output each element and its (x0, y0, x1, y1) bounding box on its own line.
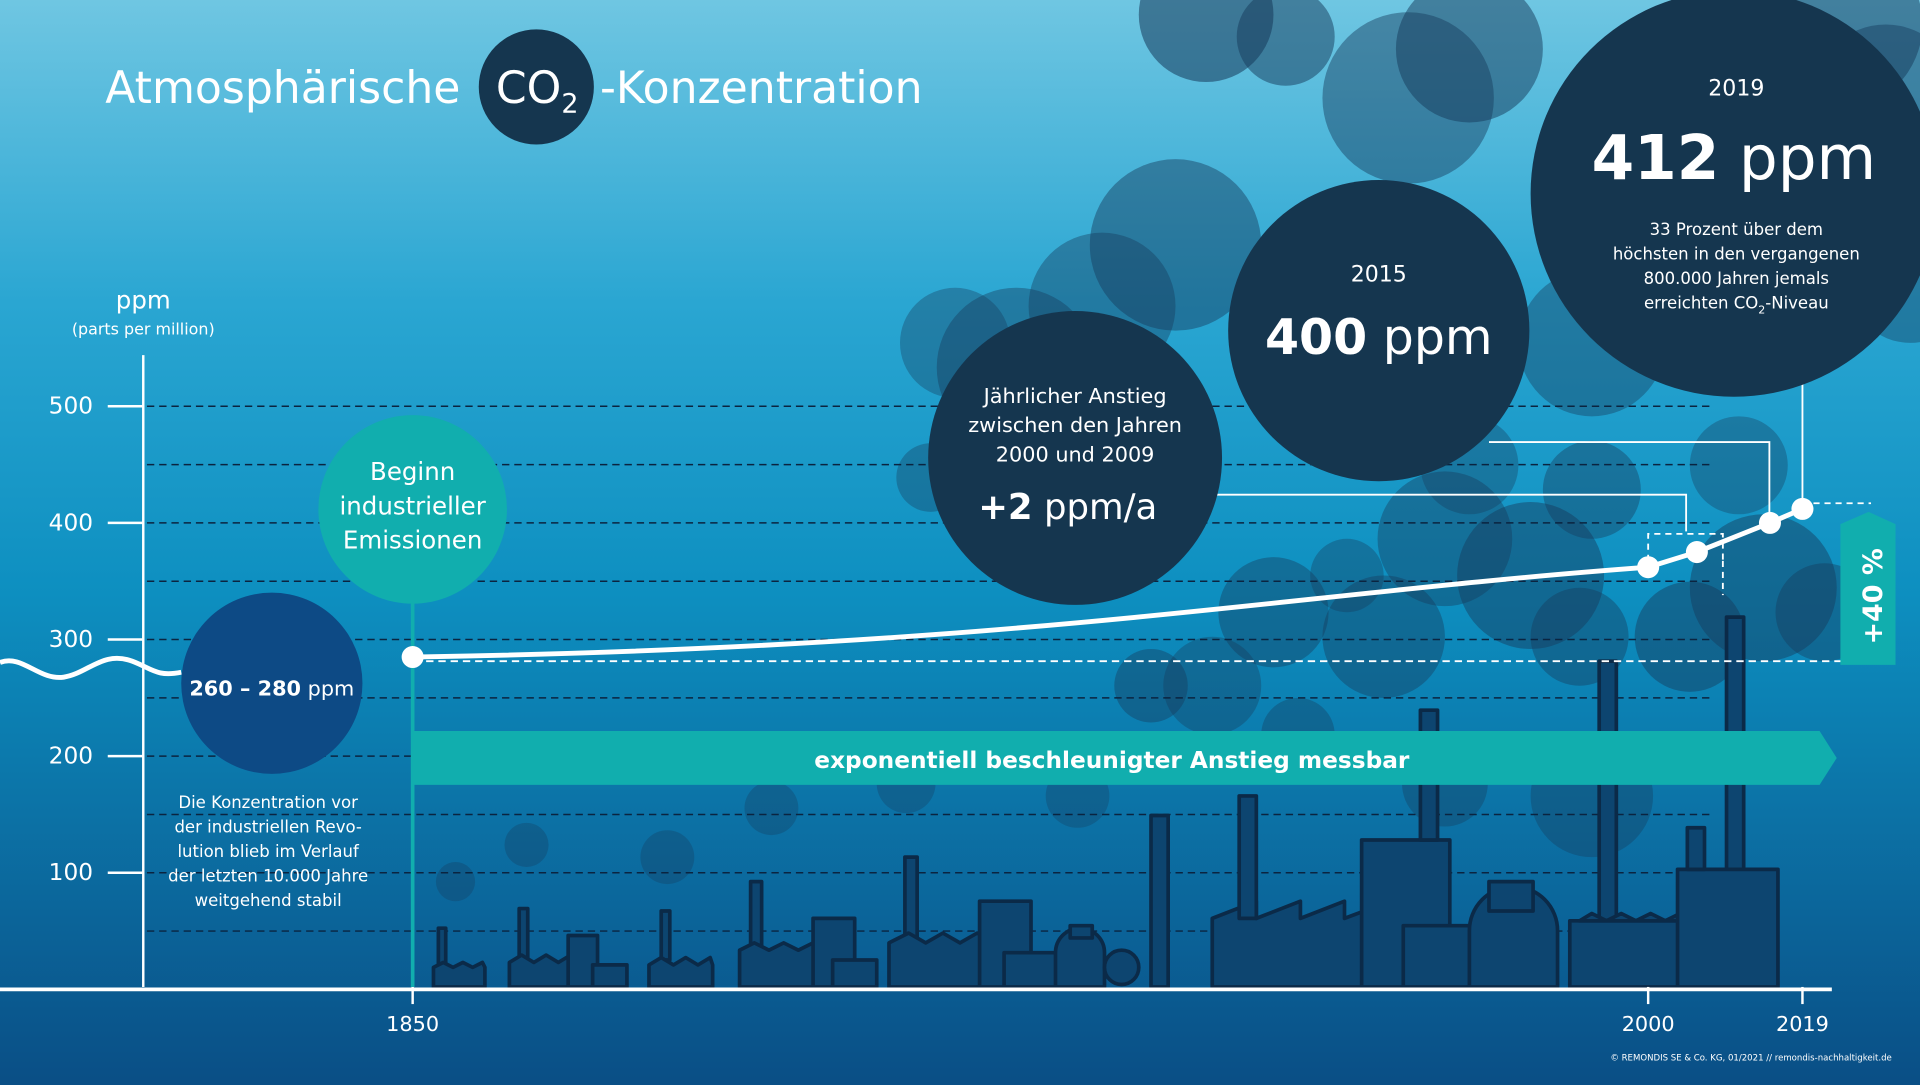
title-text-after: -Konzentration (600, 63, 923, 114)
smoke-cloud (1310, 538, 1384, 613)
copyright-footer: © REMONDIS SE & Co. KG, 01/2021 // remon… (1610, 1053, 1892, 1063)
smoke-cloud (504, 822, 549, 867)
percent-badge-label: +40 % (1858, 548, 1889, 644)
bubble-2015-year: 2015 (1351, 263, 1407, 288)
x-tick-label: 2000 (1622, 1012, 1675, 1036)
percent-badge (1840, 511, 1896, 665)
factory-silhouette (431, 615, 1780, 989)
smoke-cloud (1634, 581, 1745, 692)
svg-text:Jährlicher Anstieg: Jährlicher Anstieg (982, 384, 1167, 408)
y-tick-label: 400 (49, 509, 93, 536)
bubble-2015 (1228, 180, 1530, 482)
svg-text:erreichten CO2-Niveau: erreichten CO2-Niveau (1644, 294, 1829, 317)
smoke-cloud (1236, 0, 1335, 86)
pre-industrial-note: Die Konzentration vor der industriellen … (168, 793, 368, 910)
svg-text:Beginn: Beginn (370, 457, 455, 486)
smoke-cloud (744, 781, 799, 836)
pre-industrial-wave (0, 655, 182, 680)
co2-series (401, 497, 1814, 669)
svg-text:weitgehend stabil: weitgehend stabil (195, 891, 342, 910)
title-text-before: Atmosphärische (105, 63, 460, 114)
industrial-start-bubble (318, 415, 507, 604)
pre-industrial-value: 260 – 280 ppm (189, 677, 354, 701)
annual-increase-bubble (928, 311, 1223, 605)
svg-text:der letzten 10.000 Jahre: der letzten 10.000 Jahre (168, 867, 368, 886)
svg-text:höchsten in den vergangenen: höchsten in den vergangenen (1613, 245, 1860, 264)
data-point (1685, 541, 1708, 564)
smoke-cloud (1322, 575, 1445, 698)
page-title: Atmosphärische CO2 -Konzentration (105, 29, 923, 145)
x-ticks: 1850 2000 2019 (386, 986, 1829, 1036)
annual-increase-value: +2 ppm/a (978, 487, 1157, 528)
x-tick-label: 1850 (386, 1012, 439, 1036)
svg-text:2000 und 2009: 2000 und 2009 (996, 443, 1155, 467)
smoke-cloud (1377, 471, 1513, 607)
svg-text:Emissionen: Emissionen (343, 526, 482, 555)
pre-industrial-bubble (181, 592, 363, 774)
growth-arrow-label: exponentiell beschleunigter Anstieg mess… (814, 747, 1410, 774)
svg-text:der industriellen Revo-: der industriellen Revo- (174, 818, 361, 837)
industrial-start-label: Beginn industrieller Emissionen (339, 457, 486, 555)
smoke-cloud (640, 830, 695, 885)
svg-text:lution blieb im Verlauf: lution blieb im Verlauf (177, 842, 360, 861)
y-axis-unit-note: (parts per million) (72, 319, 215, 338)
smoke-cloud (1689, 416, 1788, 515)
svg-text:33 Prozent über dem: 33 Prozent über dem (1650, 220, 1823, 239)
y-tick-label: 500 (49, 393, 93, 420)
smoke-cloud (1395, 0, 1543, 123)
svg-text:industrieller: industrieller (339, 491, 486, 520)
smoke-cloud (1114, 648, 1188, 723)
y-tick-label: 300 (49, 626, 93, 653)
data-point (1637, 556, 1660, 579)
co2-title-badge (478, 29, 594, 145)
y-tick-label: 200 (49, 742, 93, 769)
smoke-cloud (1542, 440, 1641, 539)
bubble-2019-value: 412 ppm (1592, 123, 1877, 194)
svg-text:800.000 Jahren jemals: 800.000 Jahren jemals (1644, 269, 1829, 288)
y-ticks: 100 200 300 400 500 (49, 393, 144, 886)
smoke-cloud (1089, 159, 1262, 331)
bubble-2015-value: 400 ppm (1265, 309, 1493, 366)
svg-text:zwischen den Jahren: zwischen den Jahren (968, 413, 1182, 437)
bubble-2019-year: 2019 (1708, 77, 1764, 102)
data-point (401, 645, 424, 669)
data-point (1758, 511, 1781, 534)
co2-title-text: CO2 (496, 63, 579, 120)
growth-arrow (412, 731, 1837, 785)
smoke-cloud (435, 862, 476, 902)
x-tick-label: 2019 (1776, 1012, 1829, 1036)
y-axis-unit: ppm (116, 286, 171, 315)
svg-text:Die Konzentration vor: Die Konzentration vor (178, 793, 358, 812)
bubble-2019 (1530, 0, 1920, 397)
data-point (1791, 497, 1814, 520)
annual-increase-label: Jährlicher Anstieg zwischen den Jahren 2… (968, 384, 1182, 467)
bubble-2019-note: 33 Prozent über dem höchsten in den verg… (1613, 220, 1860, 316)
y-tick-label: 100 (49, 859, 93, 886)
co2-series-line (410, 506, 1805, 660)
